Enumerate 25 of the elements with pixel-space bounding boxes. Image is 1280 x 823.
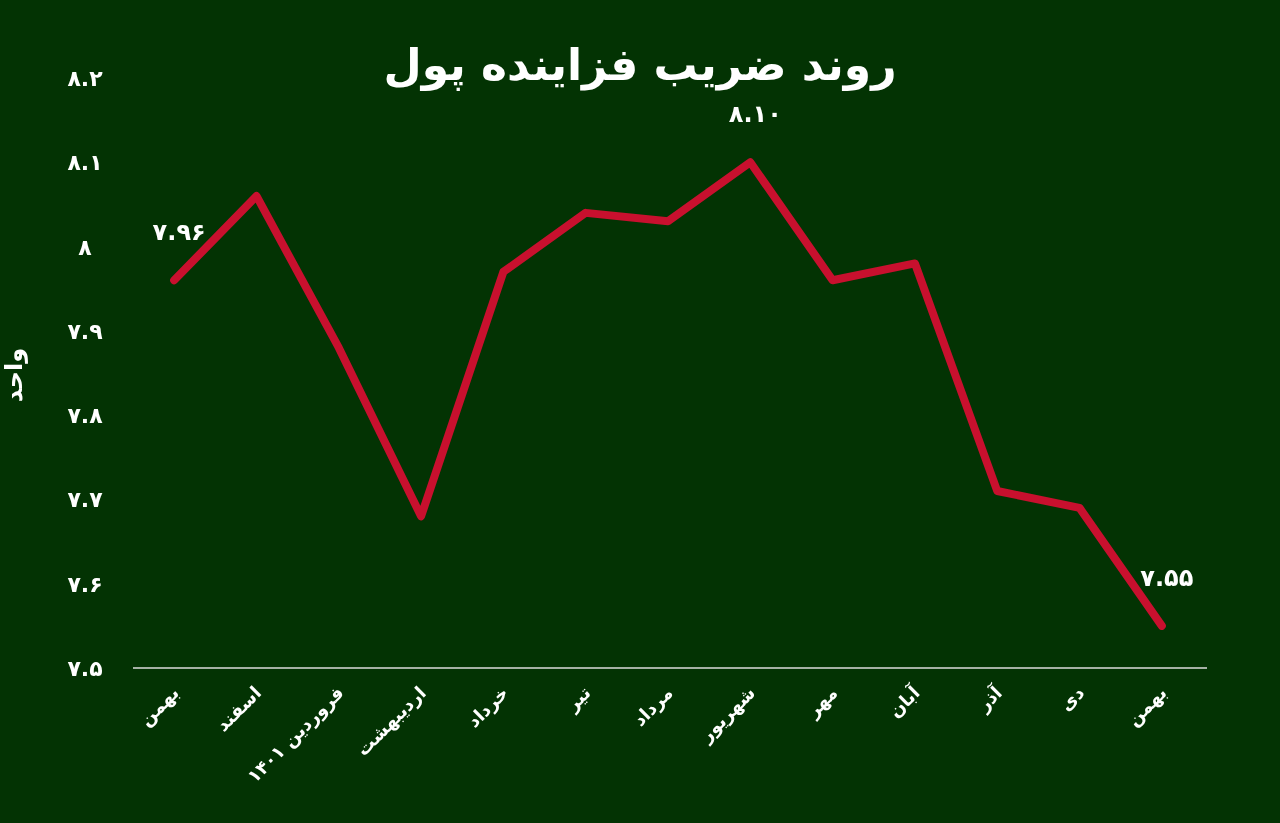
x-tick-label: مهر	[801, 681, 843, 723]
y-tick-label: ۷.۷	[67, 487, 104, 513]
x-tick-label: اسفند	[211, 681, 266, 736]
y-tick-label: ۷.۵	[67, 656, 103, 681]
x-tick-label: مرداد	[628, 681, 678, 731]
x-tick-label: خرداد	[462, 681, 513, 733]
x-tick-label: تیر	[561, 681, 596, 717]
chart-title: روند ضریب فزاینده پول	[383, 39, 897, 91]
y-tick-label: ۸.۲	[67, 66, 104, 91]
x-tick-label: اردیبهشت	[352, 681, 431, 761]
x-tick-label: شهریور	[694, 681, 760, 748]
data-label: ۷.۵۵	[1140, 563, 1194, 592]
y-axis-title: واحد	[0, 347, 28, 403]
y-tick-label: ۷.۸	[67, 403, 104, 429]
y-tick-label: ۸.۱	[67, 150, 103, 176]
y-tick-label: ۷.۹	[67, 318, 103, 344]
x-tick-label: دی	[1055, 681, 1089, 716]
y-tick-label: ۷.۶	[67, 571, 103, 597]
x-tick-label: بهمن	[134, 681, 184, 731]
x-tick-label: آبان	[883, 680, 925, 722]
y-tick-label: ۸	[78, 234, 93, 260]
data-label: ۷.۹۶	[152, 218, 206, 247]
data-label: ۸.۱۰	[728, 100, 782, 129]
x-tick-label: آذر	[971, 680, 1007, 716]
x-tick-label: بهمن	[1122, 681, 1172, 731]
